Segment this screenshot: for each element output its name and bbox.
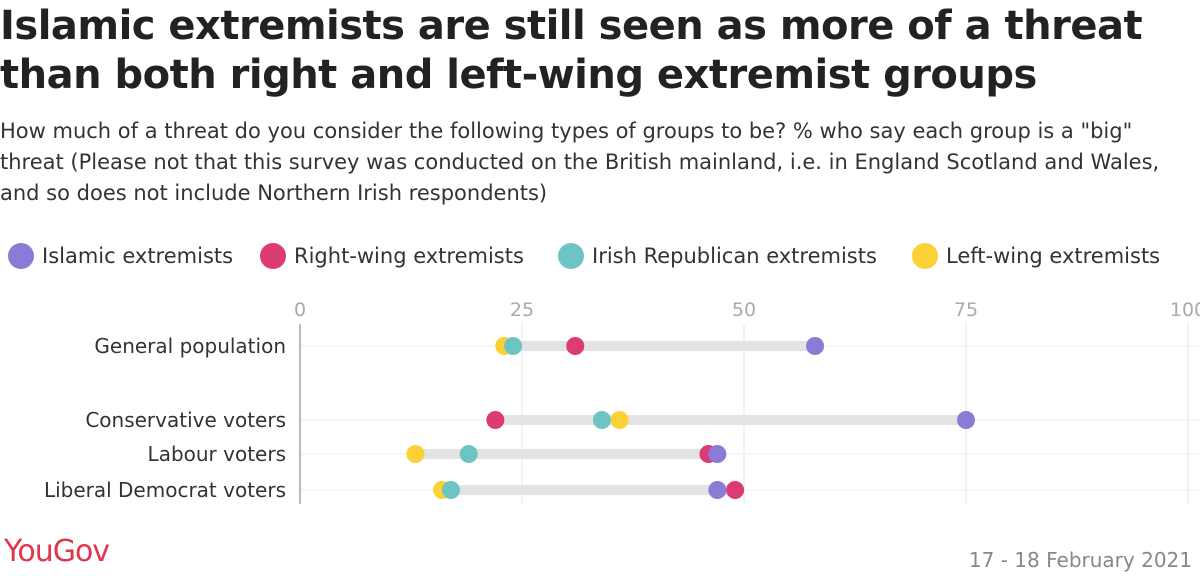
legend-swatch-irish-republican <box>558 243 584 269</box>
data-point <box>566 337 585 355</box>
chart-subtitle: How much of a threat do you consider the… <box>0 119 1160 205</box>
category-label: Labour voters <box>148 442 286 466</box>
data-point <box>610 411 629 429</box>
x-tick-label: 0 <box>294 299 306 321</box>
data-point <box>708 481 727 499</box>
legend-label-islamic: Islamic extremists <box>42 244 234 268</box>
x-tick-label: 75 <box>954 299 978 321</box>
legend-swatch-right-wing <box>260 243 286 269</box>
data-point <box>504 337 523 355</box>
chart-title: Islamic extremists are still seen as mor… <box>0 3 1143 98</box>
legend-label-right-wing: Right-wing extremists <box>294 244 524 268</box>
data-point <box>957 411 975 429</box>
data-point <box>708 445 727 463</box>
legend-label-left-wing: Left-wing extremists <box>946 244 1161 268</box>
x-tick-label: 50 <box>732 299 756 321</box>
data-point <box>441 481 460 499</box>
data-point <box>486 411 505 429</box>
x-tick-label: 100 <box>1170 299 1200 321</box>
survey-date: 17 - 18 February 2021 <box>968 548 1192 572</box>
legend-label-irish-republican: Irish Republican extremists <box>592 244 877 268</box>
x-tick-label: 25 <box>510 299 534 321</box>
data-point <box>592 411 611 429</box>
legend-item-right-wing: Right-wing extremists <box>260 238 524 274</box>
legend-swatch-left-wing <box>912 243 938 269</box>
data-point <box>406 445 425 463</box>
legend-item-islamic: Islamic extremists <box>8 238 233 274</box>
data-point <box>459 445 478 463</box>
legend-swatch-islamic <box>8 243 34 269</box>
category-label: General population <box>94 334 286 358</box>
dot-plot: 0 25 50 75 100 General population Conservative… <box>44 299 1200 504</box>
yougov-logo: YouGov <box>4 534 110 569</box>
legend-item-irish-republican: Irish Republican extremists <box>558 238 877 274</box>
legend-item-left-wing: Left-wing extremists <box>912 238 1160 274</box>
legend: Islamic extremists Right-wing extremists… <box>8 238 1198 274</box>
category-label: Liberal Democrat voters <box>44 478 286 502</box>
category-label: Conservative voters <box>85 408 286 432</box>
data-point <box>806 337 825 355</box>
data-point <box>726 481 745 499</box>
